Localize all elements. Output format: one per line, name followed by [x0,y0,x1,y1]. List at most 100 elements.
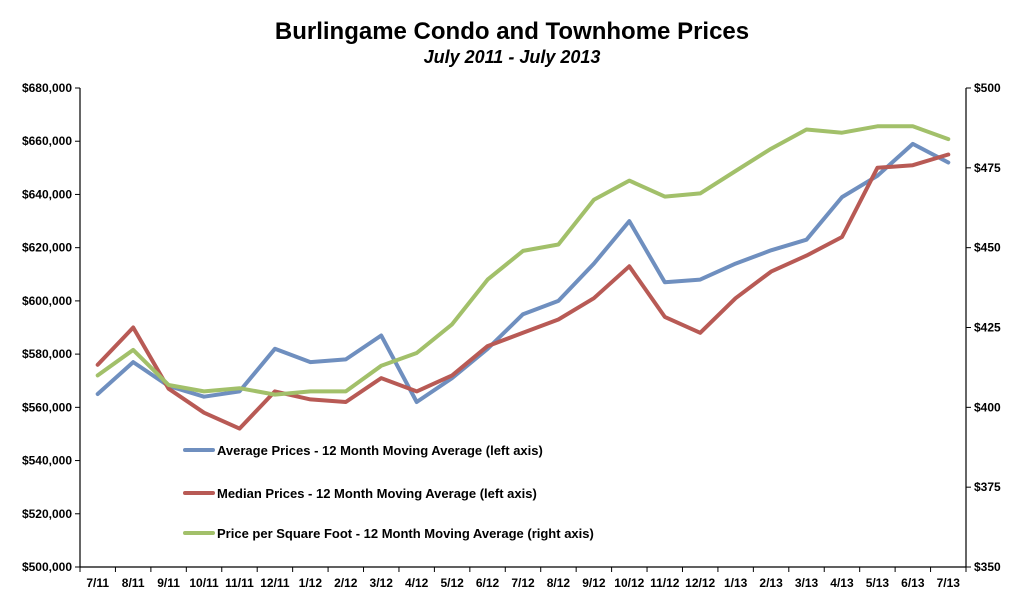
series-2-point [841,236,843,238]
series-2-point [309,398,311,400]
series-3-point [735,170,737,172]
right-tick-label: $400 [974,400,1001,414]
series-2-point [593,297,595,299]
series-2-point [522,332,524,334]
x-tick-label: 12/11 [260,576,290,590]
series-1-point [451,377,453,379]
series-2-point [345,401,347,403]
series-3-point [487,279,489,281]
series-1-point [593,263,595,265]
series-1-point [912,143,914,145]
legend-label-3: Price per Square Foot - 12 Month Moving … [217,526,594,541]
series-3-point [168,384,170,386]
series-1-point [238,390,240,392]
series-3-point [522,250,524,252]
series-2-point [876,167,878,169]
series-3-point [664,196,666,198]
series-2-point [274,390,276,392]
x-tick-label: 1/13 [724,576,748,590]
series-2-point [416,390,418,392]
series-1-point [557,300,559,302]
series-1-point [274,348,276,350]
series-3-point [132,349,134,351]
series-3-point [841,132,843,134]
series-1-point [309,361,311,363]
right-tick-label: $425 [974,321,1001,335]
series-2-point [628,265,630,267]
left-tick-label: $500,000 [22,560,72,574]
series-3-point [770,148,772,150]
series-1-point [132,361,134,363]
x-tick-label: 5/12 [440,576,464,590]
left-tick-label: $540,000 [22,454,72,468]
left-tick-label: $560,000 [22,400,72,414]
series-1-point [699,279,701,281]
series-2-point [806,255,808,257]
series-1-point [735,263,737,265]
series-1-point [380,334,382,336]
series-1-point [203,396,205,398]
x-tick-label: 4/12 [405,576,429,590]
x-tick-label: 7/13 [937,576,961,590]
series-1-point [345,358,347,360]
x-tick-label: 7/11 [86,576,109,590]
series-2-point [770,271,772,273]
legend: Average Prices - 12 Month Moving Average… [183,443,594,541]
series-2-point [97,364,99,366]
x-tick-label: 1/12 [299,576,323,590]
series-3-point [912,125,914,127]
series-3-point [628,180,630,182]
series-3-point [380,365,382,367]
x-tick-label: 6/12 [476,576,500,590]
x-tick-label: 5/13 [866,576,890,590]
series-3-point [97,374,99,376]
series-3-point [593,199,595,201]
series-1-point [664,281,666,283]
series-3-point [947,138,949,140]
x-tick-label: 11/12 [650,576,680,590]
series-1-point [876,175,878,177]
series-3-point [309,390,311,392]
series-3-point [238,387,240,389]
x-tick-label: 7/12 [511,576,535,590]
series-1-point [416,401,418,403]
x-tick-label: 4/13 [830,576,854,590]
right-tick-label: $500 [974,81,1001,95]
series-1-point [806,239,808,241]
series-2-point [735,297,737,299]
series-1-point [628,220,630,222]
legend-label-2: Median Prices - 12 Month Moving Average … [217,486,537,501]
left-tick-label: $580,000 [22,347,72,361]
series-2-point [699,332,701,334]
series-2-point [132,327,134,328]
series-line-1 [95,141,951,404]
legend-label-1: Average Prices - 12 Month Moving Average… [217,443,543,458]
x-tick-label: 3/13 [795,576,819,590]
series-3-point [274,394,276,396]
series-1-point [97,393,99,395]
series-layer [95,124,951,431]
left-tick-label: $640,000 [22,187,72,201]
series-3-point [876,125,878,127]
series-1-point [947,162,949,164]
right-tick-label: $475 [974,161,1001,175]
series-1-point [770,249,772,251]
x-tick-label: 6/13 [901,576,925,590]
axes-layer: $500,000 $520,000 $540,000 $560,000 $580,000… [22,81,1001,590]
right-tick-label: $450 [974,241,1001,255]
series-2-point [203,412,205,414]
chart-title: Burlingame Condo and Townhome Prices [275,18,749,45]
x-tick-label: 11/11 [225,576,254,590]
left-tick-label: $660,000 [22,134,72,148]
series-2-point [451,374,453,376]
series-1-point [841,196,843,198]
x-tick-label: 8/11 [122,576,145,590]
x-tick-label: 9/12 [582,576,606,590]
left-tick-label: $620,000 [22,241,72,255]
series-2-point [664,316,666,318]
x-tick-label: 9/11 [157,576,180,590]
x-tick-label: 2/12 [334,576,358,590]
x-tick-label: 12/12 [685,576,715,590]
